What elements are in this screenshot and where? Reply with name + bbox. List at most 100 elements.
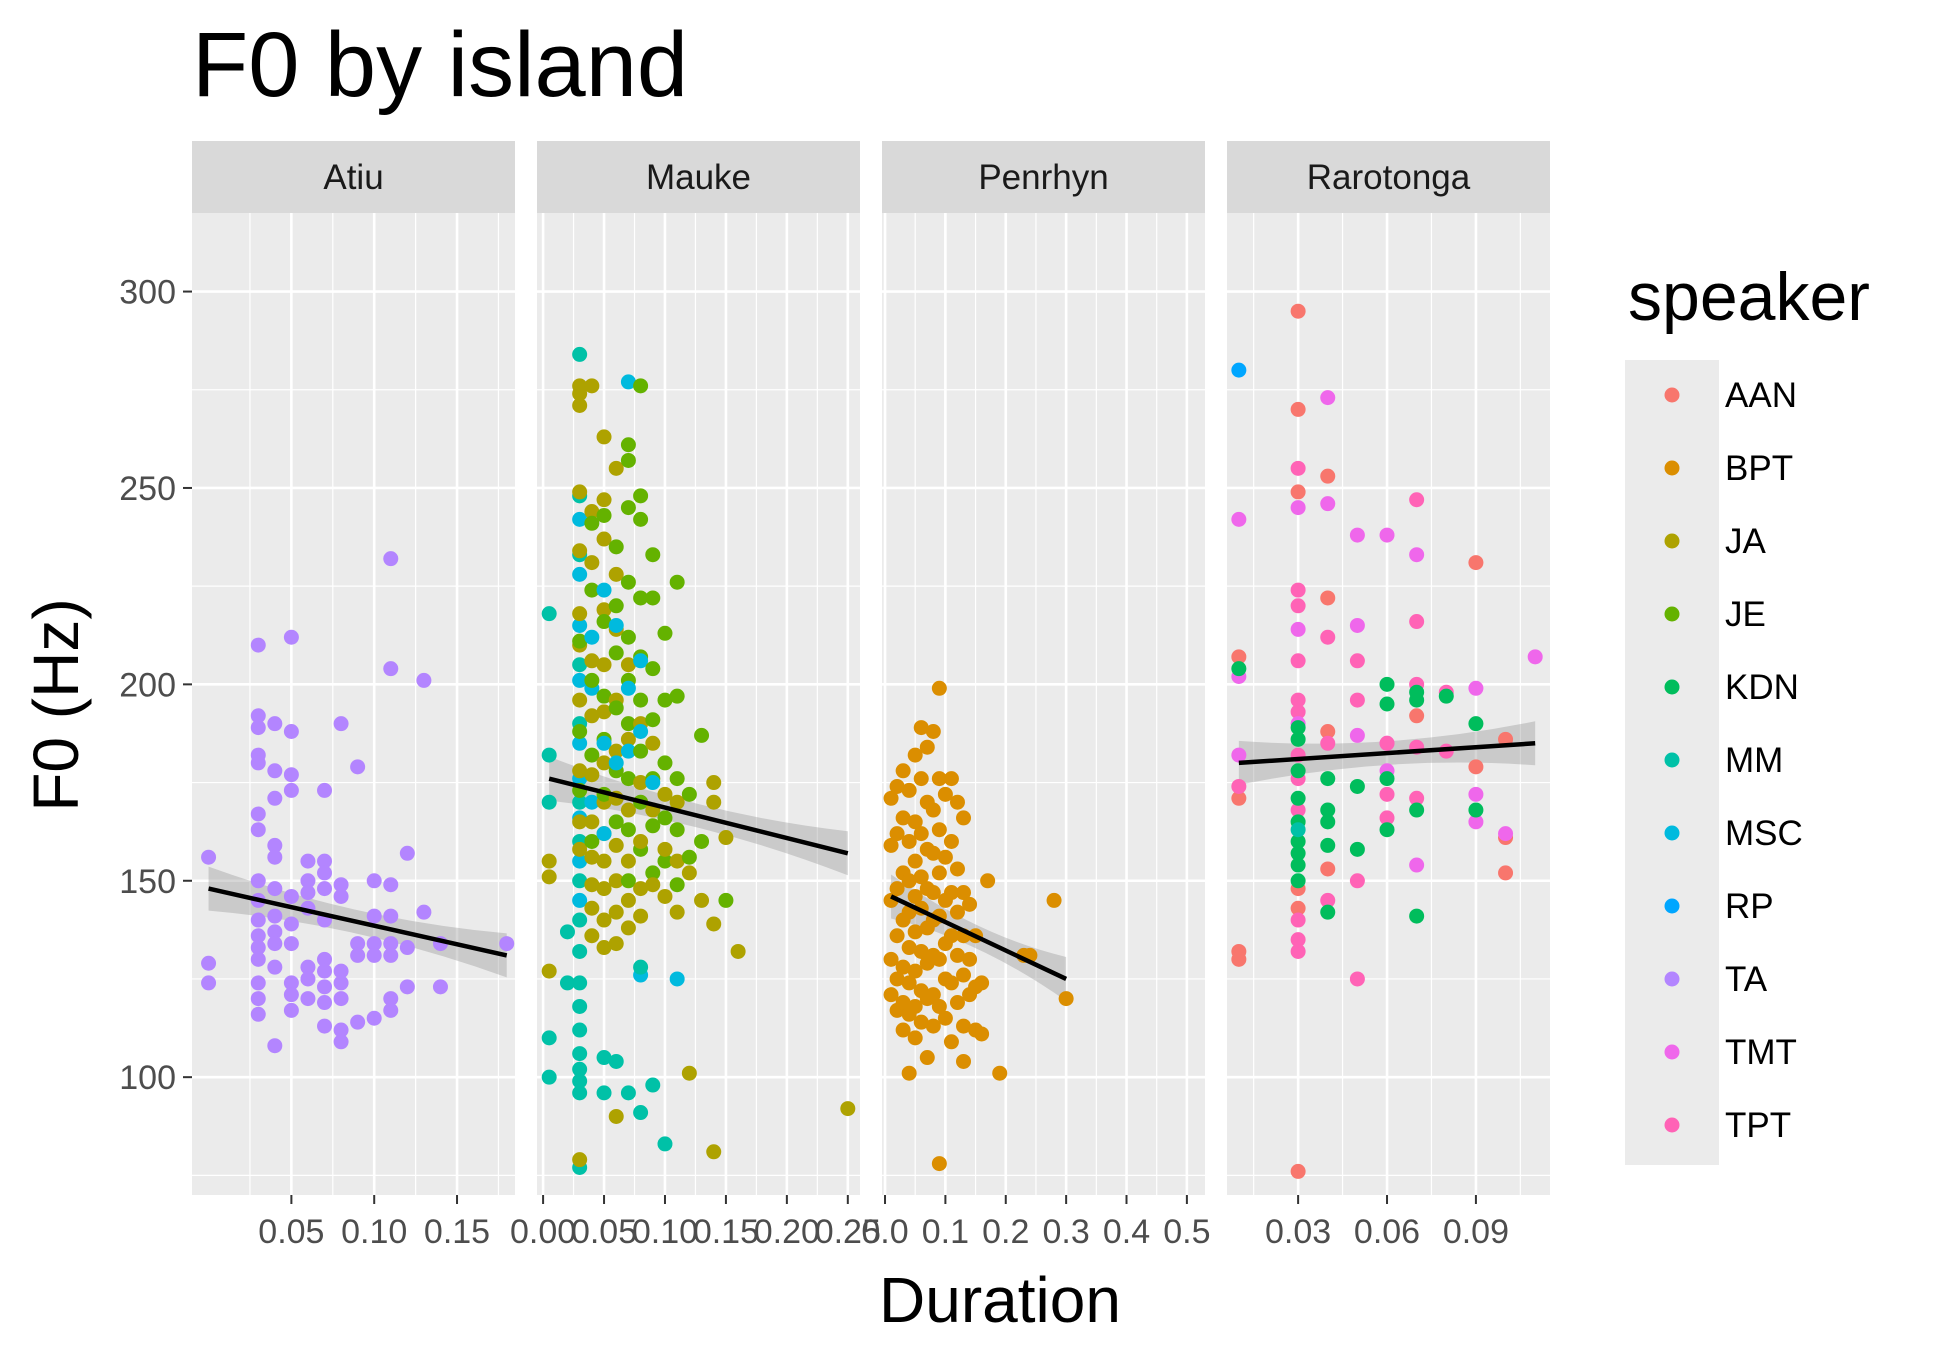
data-point-tmt [1349, 727, 1365, 743]
legend-label: BPT [1725, 449, 1793, 488]
data-point-je [669, 771, 685, 787]
data-point-ja [584, 814, 600, 830]
legend: speaker AAN BPT JA JE KDN MM MSC RP TA TMT TPT [1625, 259, 1870, 1165]
data-point-bpt [949, 794, 965, 810]
data-point-ja [669, 794, 685, 810]
data-point-ta [333, 975, 349, 991]
data-point-mm [572, 346, 588, 362]
data-point-ta [366, 936, 382, 952]
data-point-ta [283, 629, 299, 645]
legend-key [1664, 387, 1680, 403]
data-point-bpt [913, 826, 929, 842]
data-point-kdn [1320, 814, 1336, 830]
data-point-ta [383, 661, 399, 677]
data-point-ta [333, 716, 349, 732]
data-point-ja [608, 904, 624, 920]
data-point-aan [1320, 723, 1336, 739]
x-axis-title: Duration [879, 1264, 1121, 1336]
data-point-ta [283, 782, 299, 798]
data-point-ja [633, 833, 649, 849]
data-point-msc [596, 735, 612, 751]
data-point-ta [267, 936, 283, 952]
facet-strip-label: Penrhyn [978, 158, 1108, 197]
legend-items: AAN BPT JA JE KDN MM MSC RP TA TMT TPT [1664, 376, 1803, 1145]
data-point-bpt [949, 995, 965, 1011]
data-point-mm [572, 873, 588, 889]
data-point-tmt [1320, 496, 1336, 512]
x-tick-label: 0.09 [1443, 1213, 1509, 1251]
legend-item-kdn: KDN [1664, 668, 1799, 707]
legend-item-mm: MM [1664, 741, 1783, 780]
y-tick-label: 150 [119, 863, 176, 901]
data-point-ta [300, 959, 316, 975]
data-point-mm [608, 1053, 624, 1069]
data-point-bpt [931, 998, 947, 1014]
data-point-je [633, 378, 649, 394]
data-point-je [633, 511, 649, 527]
data-point-aan [1290, 484, 1306, 500]
data-point-ja [584, 928, 600, 944]
data-point-ja [620, 920, 636, 936]
data-point-kdn [1379, 822, 1395, 838]
data-point-je [584, 747, 600, 763]
data-point-bpt [956, 1018, 972, 1034]
data-point-kdn [1320, 802, 1336, 818]
data-point-ja [596, 492, 612, 508]
data-point-kdn [1290, 845, 1306, 861]
data-point-ta [317, 951, 333, 967]
data-point-tpt [1290, 802, 1306, 818]
data-point-je [657, 853, 673, 869]
legend-item-aan: AAN [1664, 376, 1797, 415]
data-point-bpt [937, 1010, 953, 1026]
data-point-je [645, 661, 661, 677]
data-point-bpt [883, 951, 899, 967]
x-tick-label: 0.10 [341, 1213, 407, 1251]
data-point-bpt [980, 873, 996, 889]
data-point-tmt [1320, 390, 1336, 406]
data-point-msc [633, 653, 649, 669]
panel-plot-area [192, 213, 515, 1195]
legend-key [1664, 606, 1680, 622]
data-point-ta [283, 767, 299, 783]
data-point-tpt [1290, 582, 1306, 598]
x-tick-label: 0.4 [1103, 1213, 1150, 1251]
data-point-bpt [962, 896, 978, 912]
x-tick-label: 0.15 [693, 1213, 759, 1251]
data-point-mm [572, 912, 588, 928]
data-point-tmt [1409, 547, 1425, 563]
x-tick-label: 0.05 [258, 1213, 324, 1251]
data-point-tmt [1498, 826, 1514, 842]
data-point-tpt [1379, 810, 1395, 826]
data-point-msc [572, 566, 588, 582]
data-point-ja [596, 657, 612, 673]
data-point-bpt [907, 853, 923, 869]
data-point-ja [694, 892, 710, 908]
trend-line [890, 894, 1068, 981]
legend-key [1664, 1117, 1680, 1133]
panel-plot-area [537, 213, 860, 1195]
data-point-je [669, 688, 685, 704]
legend-item-msc: MSC [1664, 814, 1803, 853]
data-point-kdn [1409, 802, 1425, 818]
data-point-kdn [1468, 716, 1484, 732]
data-point-bpt [901, 975, 917, 991]
data-point-mm [572, 975, 588, 991]
data-point-ta [300, 991, 316, 1007]
data-point-mm [541, 1030, 557, 1046]
data-point-kdn [1231, 661, 1247, 677]
data-point-ta [350, 947, 366, 963]
legend-item-rp: RP [1664, 887, 1774, 926]
data-point-bpt [925, 885, 941, 901]
data-point-je [681, 849, 697, 865]
data-point-ja [608, 1108, 624, 1124]
legend-item-ja: JA [1664, 522, 1767, 561]
data-point-ta [283, 936, 299, 952]
data-point-aan [1231, 951, 1247, 967]
y-tick-label: 300 [119, 274, 176, 312]
data-point-kdn [1290, 720, 1306, 736]
data-point-ja [706, 916, 722, 932]
data-point-ta [383, 908, 399, 924]
data-point-msc [572, 617, 588, 633]
data-point-ja [596, 531, 612, 547]
